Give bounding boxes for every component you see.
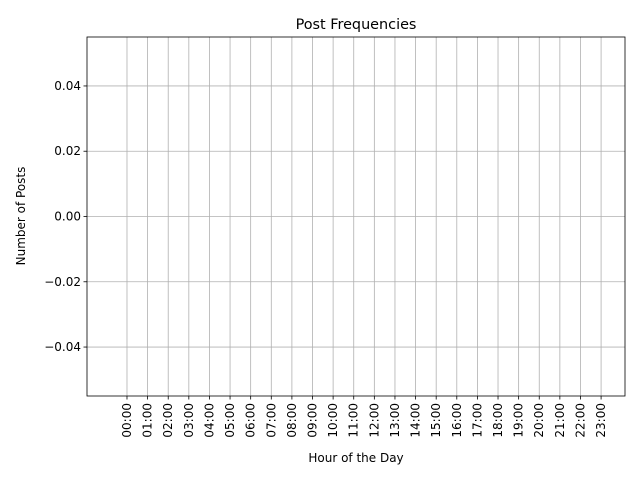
- y-tick-label: 0.04: [54, 79, 81, 93]
- y-tick-label: −0.02: [44, 275, 81, 289]
- x-tick-label: 10:00: [326, 403, 340, 438]
- x-tick-label: 07:00: [264, 403, 278, 438]
- x-tick-label: 12:00: [367, 403, 381, 438]
- x-tick-label: 14:00: [409, 403, 423, 438]
- x-tick-label: 15:00: [429, 403, 443, 438]
- x-tick-label: 18:00: [491, 403, 505, 438]
- x-axis-label: Hour of the Day: [308, 451, 403, 465]
- x-tick-label: 20:00: [532, 403, 546, 438]
- x-tick-label: 13:00: [388, 403, 402, 438]
- x-tick-label: 04:00: [202, 403, 216, 438]
- x-tick-label: 22:00: [573, 403, 587, 438]
- y-tick-label: 0.00: [54, 210, 81, 224]
- chart-title: Post Frequencies: [296, 17, 417, 33]
- x-tick-label: 19:00: [512, 403, 526, 438]
- x-tick-label: 02:00: [161, 403, 175, 438]
- x-tick-label: 00:00: [120, 403, 134, 438]
- y-tick-label: −0.04: [44, 340, 81, 354]
- plot-frame: [86, 36, 626, 397]
- y-tick-label: 0.02: [54, 144, 81, 158]
- x-tick-label: 17:00: [470, 403, 484, 438]
- x-tick-label: 23:00: [594, 403, 608, 438]
- x-tick-label: 16:00: [450, 403, 464, 438]
- x-tick-label: 09:00: [306, 403, 320, 438]
- y-axis-label: Number of Posts: [14, 167, 28, 266]
- x-tick-label: 21:00: [553, 403, 567, 438]
- x-tick-label: 01:00: [141, 403, 155, 438]
- x-tick-label: 11:00: [347, 403, 361, 438]
- x-tick-label: 06:00: [244, 403, 258, 438]
- x-tick-label: 08:00: [285, 403, 299, 438]
- x-tick-label: 05:00: [223, 403, 237, 438]
- x-tick-label: 03:00: [182, 403, 196, 438]
